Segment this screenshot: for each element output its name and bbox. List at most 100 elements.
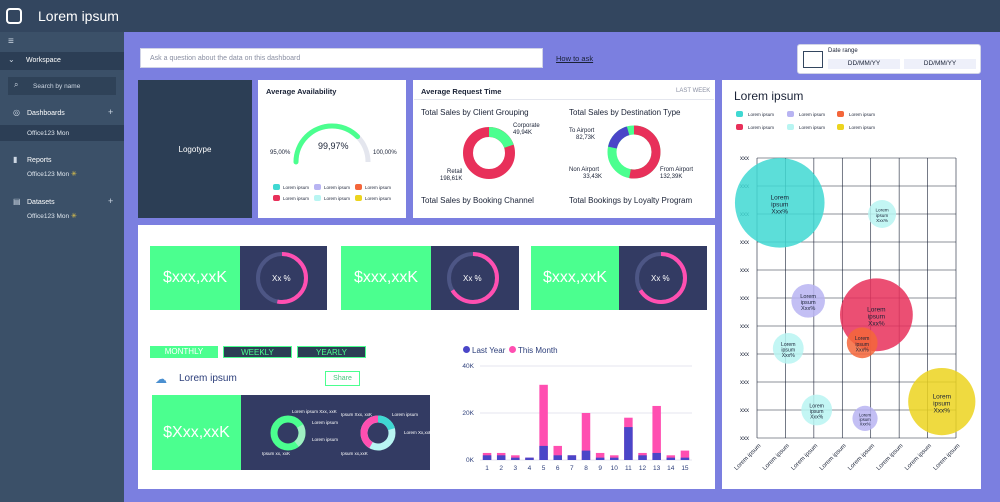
donut-label: Ipsum xx,xxK xyxy=(341,451,368,456)
donut-label: Lorem ipsum xyxy=(392,412,419,417)
sidebar-item-dashboards[interactable]: Dashboards xyxy=(27,110,65,117)
bar-last-year xyxy=(666,457,676,460)
x-tick-label: 5 xyxy=(542,465,546,472)
share-button[interactable]: Share xyxy=(325,371,360,386)
app-icon[interactable] xyxy=(6,8,22,24)
legend-swatch xyxy=(787,111,794,117)
bar-last-year xyxy=(511,457,520,460)
sidebar-item-datasets[interactable]: Datasets xyxy=(27,199,55,206)
legend-label: Lorem ipsum xyxy=(849,125,876,130)
gauge-max-label: 100,00% xyxy=(373,150,397,156)
sidebar-subitem-reports[interactable]: Office123 Mon xyxy=(27,171,70,178)
weekly-button[interactable]: WEEKLY xyxy=(223,346,292,358)
bar-last-year xyxy=(539,445,548,460)
date-to-field[interactable]: DD/MM/YY xyxy=(904,59,976,69)
loyalty-title: Total Bookings by Loyalty Program xyxy=(569,196,693,205)
x-tick-label: Lorem ipsum xyxy=(847,443,876,472)
logo-text: Logotype xyxy=(178,145,212,154)
bubble-label: Xxx% xyxy=(771,209,788,216)
gauge-min-label: 95,00% xyxy=(270,150,291,156)
bubble-label: ipsum xyxy=(771,202,788,209)
destination-donut xyxy=(607,125,661,179)
date-from-field[interactable]: DD/MM/YY xyxy=(828,59,900,69)
top-bar xyxy=(0,0,1000,32)
metric-percent: Xx % xyxy=(463,274,482,283)
y-tick-label: xxx xyxy=(740,380,749,386)
metric-amount: $xxx,xxK xyxy=(531,246,619,310)
legend-swatch xyxy=(787,124,794,130)
legend-label: Lorem ipsum xyxy=(324,196,351,201)
from-airport-value: 132,39K xyxy=(660,174,683,180)
legend-label: Lorem ipsum xyxy=(748,125,775,130)
yearly-button[interactable]: YEARLY xyxy=(297,346,366,358)
bubble-label: Lorem xyxy=(781,342,796,348)
bar-last-year xyxy=(610,457,619,460)
x-tick-label: 2 xyxy=(499,465,503,472)
bubble-label: ipsum xyxy=(876,213,889,218)
menu-icon[interactable]: ≡ xyxy=(8,36,14,47)
x-tick-label: 13 xyxy=(653,465,661,472)
legend-swatch xyxy=(355,184,362,190)
bubble-label: Lorem xyxy=(859,412,871,417)
lower-donut-2 xyxy=(360,415,396,451)
workspace-row[interactable] xyxy=(0,52,124,70)
add-dataset-icon[interactable]: + xyxy=(108,196,114,206)
x-tick-label: Lorem ipsum xyxy=(819,443,848,472)
to-airport-label: To Airport xyxy=(569,128,595,134)
sidebar-item-reports[interactable]: Reports xyxy=(27,157,52,164)
non-airport-value: 33,43K xyxy=(583,174,603,180)
bubble-label: Lorem xyxy=(809,403,824,409)
client-grouping-title: Total Sales by Client Grouping xyxy=(421,108,529,117)
retail-label: Retail xyxy=(447,169,463,175)
bar-last-year xyxy=(595,457,605,460)
bubble-label: Xxx% xyxy=(801,306,815,312)
bubble xyxy=(852,405,878,431)
donut-label: Lorem ipsum xyxy=(312,437,339,442)
legend-swatch xyxy=(736,111,743,117)
how-to-ask-link[interactable]: How to ask xyxy=(556,54,594,63)
x-tick-label: Lorem ipsum xyxy=(762,443,791,472)
sidebar-subitem-datasets[interactable]: Office123 Mon xyxy=(27,213,70,220)
bar-this-month xyxy=(553,445,562,460)
add-dashboard-icon[interactable]: + xyxy=(108,107,114,117)
bar-this-month xyxy=(511,455,520,460)
bar-this-month xyxy=(652,405,661,460)
availability-value: 99,97% xyxy=(318,141,349,151)
y-tick-label: 40K xyxy=(462,363,474,370)
availability-panel xyxy=(258,80,406,218)
cloud-upload-icon[interactable]: ☁ xyxy=(155,372,167,386)
legend-swatch xyxy=(837,111,844,117)
x-tick-label: 3 xyxy=(514,465,518,472)
to-airport-value: 82,73K xyxy=(576,135,596,141)
bar-last-year xyxy=(525,457,534,460)
bar-last-year xyxy=(624,427,633,460)
corporate-value: 49,94K xyxy=(513,130,533,136)
search-input[interactable] xyxy=(8,77,116,95)
bar-last-year xyxy=(553,455,562,460)
bubble-chart-title: Lorem ipsum xyxy=(734,89,804,103)
calendar-icon[interactable] xyxy=(803,51,823,68)
legend-dot-last-year xyxy=(463,346,470,353)
x-tick-label: 14 xyxy=(667,465,675,472)
bubble xyxy=(846,327,878,359)
x-tick-label: 4 xyxy=(528,465,532,472)
datasets-icon: ▤ xyxy=(13,197,21,206)
legend-swatch xyxy=(273,184,280,190)
ask-placeholder: Ask a question about the data on this da… xyxy=(150,55,301,62)
ask-question-input[interactable] xyxy=(140,48,543,68)
gauge-fill xyxy=(293,123,371,165)
search-icon: ⌕ xyxy=(14,80,19,89)
donut-label: Lorem Xx,xxK xyxy=(404,430,433,435)
metric-ring xyxy=(447,252,499,304)
monthly-button[interactable]: MONTHLY xyxy=(150,346,218,358)
donut-label: Ipsum Xxx, xxK xyxy=(341,412,373,417)
legend-label: Lorem ipsum xyxy=(748,112,775,117)
sidebar-subitem-dashboards[interactable]: Office123 Mon xyxy=(27,130,70,137)
bubble-label: ipsum xyxy=(810,409,824,415)
metric-ring-card xyxy=(619,246,707,310)
y-tick-label: xxx xyxy=(740,240,749,246)
y-tick-label: xxx xyxy=(740,408,749,414)
bar-last-year xyxy=(482,455,492,460)
x-tick-label: 10 xyxy=(611,465,619,472)
availability-title: Average Availability xyxy=(266,87,337,96)
